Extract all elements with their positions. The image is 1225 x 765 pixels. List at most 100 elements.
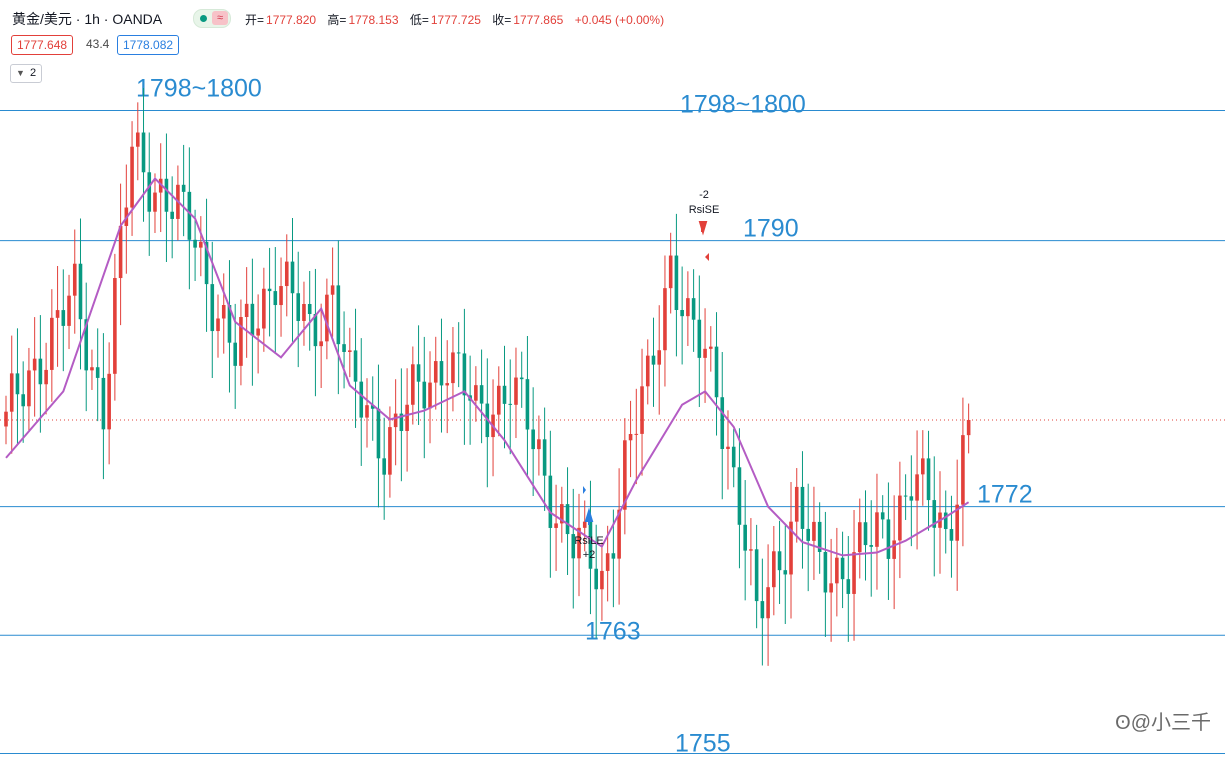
low-label: 低= <box>409 13 429 27</box>
candle-body <box>823 551 828 593</box>
candle-body <box>857 522 862 553</box>
signal-label: -2 <box>699 189 709 201</box>
candle-body <box>296 293 301 321</box>
candle-body <box>55 310 60 318</box>
candle-body <box>737 467 742 525</box>
candle-body <box>686 298 690 317</box>
candle-body <box>244 303 249 318</box>
candle-body <box>359 381 364 418</box>
indicators-toggle-button[interactable]: ▼ 2 <box>10 64 42 83</box>
candle-body <box>330 285 335 295</box>
candle-body <box>187 191 192 240</box>
candle-body <box>158 178 163 193</box>
signal-label: RsiLE <box>574 535 603 547</box>
candle-body <box>766 587 770 619</box>
candle-body <box>204 241 209 285</box>
candle-body <box>915 474 919 501</box>
candle-body <box>875 512 879 547</box>
candle-body <box>32 358 37 371</box>
candle-body <box>594 568 598 590</box>
chevron-down-icon: ▼ <box>16 68 25 78</box>
candle-body <box>474 385 478 401</box>
symbol-title[interactable]: 黄金/美元 · 1h · OANDA <box>12 11 163 27</box>
candle-body <box>50 317 54 370</box>
candle-body <box>422 381 427 409</box>
candle-body <box>754 549 759 602</box>
candle-body <box>141 132 146 173</box>
candle-body <box>388 427 392 475</box>
candle-body <box>605 553 610 571</box>
candle-body <box>365 405 369 418</box>
candle-body <box>508 403 513 405</box>
candle-body <box>405 404 409 432</box>
weibo-logo-icon: ʘ <box>1115 712 1131 734</box>
candle-body <box>600 570 604 590</box>
candle-body <box>451 352 455 384</box>
candle-body <box>502 385 507 404</box>
indicator-count: 2 <box>30 67 37 79</box>
candle-body <box>15 373 20 395</box>
candle-body <box>691 298 696 320</box>
candle-body <box>720 397 725 450</box>
candle-body <box>863 522 868 546</box>
close-value: 1777.865 <box>513 13 564 27</box>
candle-body <box>445 383 450 386</box>
spread-value: 43.4 <box>86 37 110 51</box>
sell-marker-icon <box>705 253 709 261</box>
candle-body <box>382 458 386 475</box>
candle-body <box>955 504 959 541</box>
signal-label: RsiSE <box>689 204 720 216</box>
candle-body <box>794 486 799 522</box>
candle-body <box>325 294 329 342</box>
level-label: 1763 <box>585 617 641 645</box>
candle-body <box>846 579 851 594</box>
candle-body <box>239 317 243 366</box>
candle-body <box>313 314 318 347</box>
candle-body <box>78 263 83 320</box>
candle-body <box>634 433 639 435</box>
level-label: 1790 <box>743 215 799 243</box>
candle-body <box>342 344 346 352</box>
ohlc-readout: 开= 1777.820 高= 1778.153 低= 1777.725 收= 1777.… <box>245 11 666 28</box>
candle-body <box>657 350 662 365</box>
candle-body <box>348 350 352 352</box>
candle-body <box>943 512 948 530</box>
candle-body <box>961 435 965 505</box>
ask-price-button[interactable]: 1778.082 <box>117 35 180 55</box>
candle-body <box>399 413 404 432</box>
candle-body <box>571 534 576 559</box>
candle-body <box>307 304 312 315</box>
candle-body <box>9 373 14 412</box>
candle-body <box>262 288 266 329</box>
candle-body <box>783 570 788 575</box>
candle-body <box>170 211 174 219</box>
candle-body <box>164 178 169 212</box>
candle-body <box>829 583 833 593</box>
candle-body <box>949 529 954 541</box>
bid-price-button[interactable]: 1777.648 <box>11 35 74 55</box>
open-label: 开= <box>245 13 265 27</box>
candle-body <box>777 551 782 571</box>
change-value: +0.045 (+0.00%) <box>574 13 665 27</box>
candle-body <box>290 261 295 294</box>
candle-body <box>199 241 203 248</box>
candle-body <box>216 318 220 332</box>
candle-body <box>554 523 558 528</box>
market-status-badge[interactable]: ≈ <box>193 9 231 28</box>
candle-body <box>565 504 570 535</box>
candle-body <box>731 446 736 468</box>
candle-body <box>886 519 891 559</box>
candle-body <box>806 528 810 541</box>
candle-body <box>582 521 587 528</box>
candle-body <box>852 552 856 594</box>
candle-body <box>118 225 123 279</box>
candle-body <box>697 319 702 358</box>
candle-body <box>113 278 117 374</box>
candle-body <box>800 486 805 529</box>
watermark: ʘ@小三千 <box>1115 706 1211 735</box>
candle-body <box>462 353 467 396</box>
candle-body <box>433 361 438 383</box>
level-label: 1755 <box>675 729 731 757</box>
open-value: 1777.820 <box>266 13 317 27</box>
